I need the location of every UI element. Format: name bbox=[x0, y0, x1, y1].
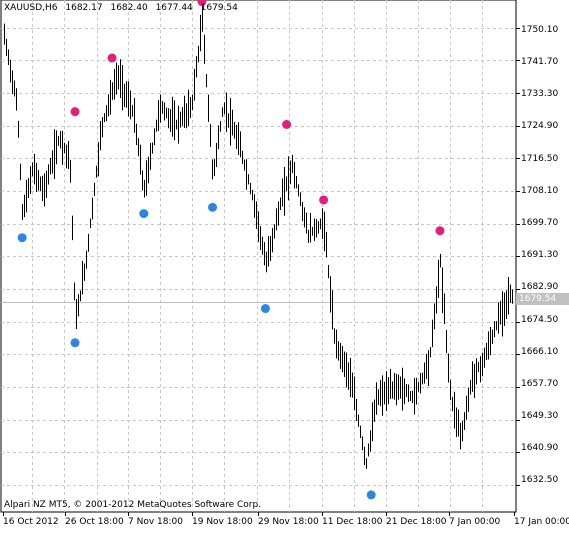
fractal-down-marker bbox=[366, 490, 376, 500]
y-tick-label: 1716.50 bbox=[521, 154, 559, 164]
y-tick-label: 1682.90 bbox=[521, 282, 559, 292]
x-tick-label: 26 Oct 18:00 bbox=[65, 517, 124, 527]
close-price-value: 1679.54 bbox=[200, 3, 238, 13]
x-tick-label: 16 Oct 2012 bbox=[3, 517, 59, 527]
y-tick-label: 1649.30 bbox=[521, 411, 559, 421]
fractal-up-marker bbox=[435, 226, 445, 236]
x-tick-label: 7 Nov 18:00 bbox=[128, 517, 183, 527]
x-tick-label: 21 Dec 18:00 bbox=[386, 517, 447, 527]
plot-area-frame bbox=[0, 0, 517, 513]
symbol-timeframe-label: XAUUSD,H6 bbox=[4, 3, 58, 13]
fractal-up-marker bbox=[197, 0, 207, 7]
fractal-up-marker bbox=[107, 53, 117, 63]
chart-header: XAUUSD,H6 1682.17 1682.40 1677.44 1679.5… bbox=[4, 3, 243, 13]
y-tick-label: 1632.50 bbox=[521, 475, 559, 485]
y-tick-label: 1741.70 bbox=[521, 57, 559, 67]
x-tick-label: 11 Dec 18:00 bbox=[322, 517, 383, 527]
y-tick-label: 1733.30 bbox=[521, 89, 559, 99]
fractal-up-marker bbox=[70, 107, 80, 117]
fractal-down-marker bbox=[208, 202, 218, 212]
x-tick-label: 19 Nov 18:00 bbox=[192, 517, 253, 527]
y-tick-label: 1691.30 bbox=[521, 250, 559, 260]
y-tick-label: 1750.10 bbox=[521, 25, 559, 35]
high-price-value: 1682.40 bbox=[110, 3, 148, 13]
fractal-up-marker bbox=[282, 119, 292, 129]
y-tick-label: 1708.10 bbox=[521, 186, 559, 196]
fractal-down-marker bbox=[260, 304, 270, 314]
open-price-value: 1682.17 bbox=[65, 3, 103, 13]
x-tick-label: 17 Jan 00:00 bbox=[514, 517, 569, 527]
x-tick-label: 7 Jan 00:00 bbox=[449, 517, 501, 527]
y-tick-label: 1657.70 bbox=[521, 379, 559, 389]
low-price-value: 1677.44 bbox=[155, 3, 193, 13]
broker-copyright-label: Alpari NZ MT5, © 2001-2012 MetaQuotes So… bbox=[4, 500, 262, 510]
fractal-up-marker bbox=[319, 195, 329, 205]
y-tick-label: 1724.90 bbox=[521, 121, 559, 131]
x-tick-label: 29 Nov 18:00 bbox=[258, 517, 319, 527]
y-tick-label: 1674.50 bbox=[521, 315, 559, 325]
y-tick-label: 1699.70 bbox=[521, 218, 559, 228]
y-tick-label: 1640.90 bbox=[521, 443, 559, 453]
y-tick-label: 1666.10 bbox=[521, 347, 559, 357]
fractal-down-marker bbox=[17, 233, 27, 243]
fractal-down-marker bbox=[139, 209, 149, 219]
fractal-down-marker bbox=[70, 338, 80, 348]
current-price-tag: 1679.54 bbox=[516, 293, 569, 305]
